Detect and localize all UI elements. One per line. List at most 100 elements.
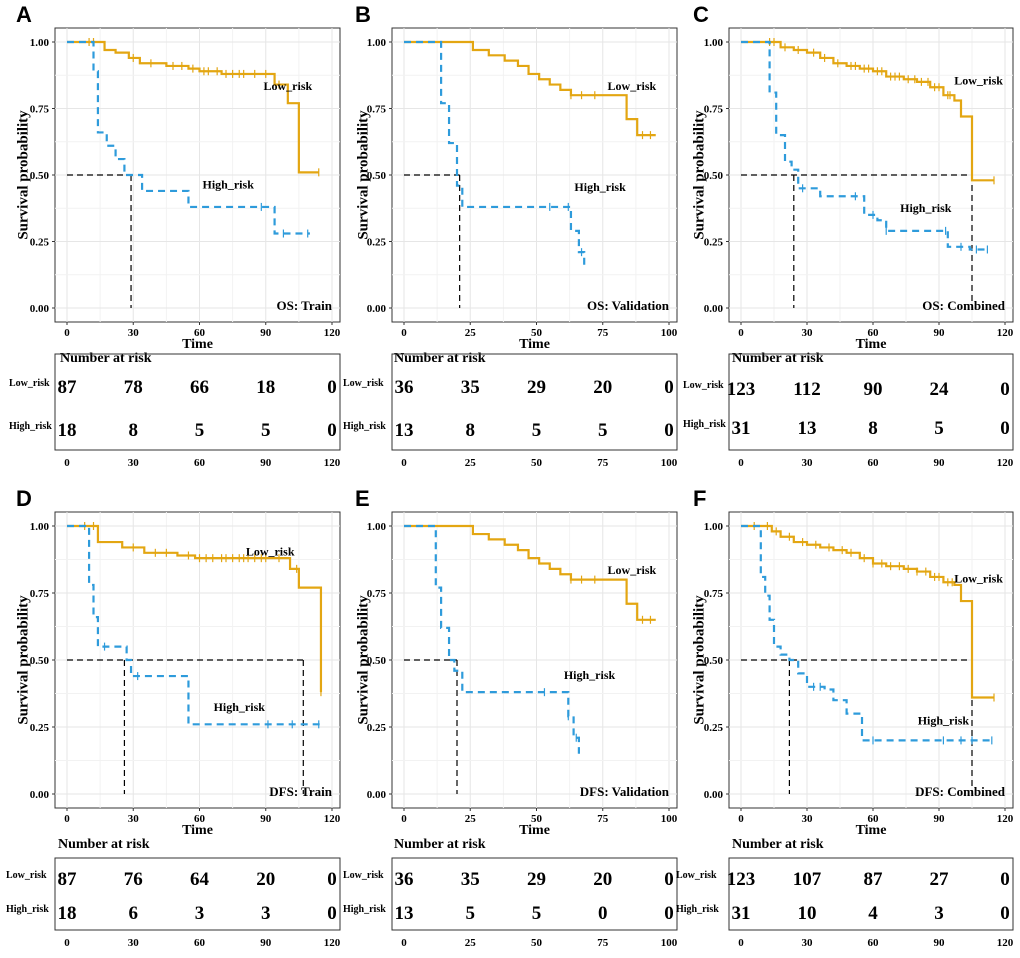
risk-count: 0 <box>598 903 608 924</box>
risk-count: 5 <box>934 418 944 439</box>
series-high-risk: High_risk <box>404 40 626 269</box>
risk-table-tick: 120 <box>324 937 341 949</box>
y-axis-title: Survival probability <box>356 110 372 240</box>
y-tick-label: 0.50 <box>704 170 724 182</box>
risk-table-tick: 0 <box>738 457 744 469</box>
y-tick-label: 0.00 <box>704 303 724 315</box>
panel-c: C 0 30 60 90 120 0.00 0.25 0.50 0.75 1.00 Time Survi… <box>683 2 1014 469</box>
y-tick-label: 1.00 <box>704 521 724 533</box>
curve-label: Low_risk <box>954 74 1003 88</box>
risk-row-label: High_risk <box>683 419 726 430</box>
curve-label: High_risk <box>214 700 266 714</box>
y-tick-label: 0.75 <box>704 588 724 600</box>
risk-count: 0 <box>1000 379 1010 400</box>
x-tick-label: 90 <box>260 327 272 339</box>
series-high-risk: High_risk <box>741 40 989 254</box>
risk-count: 64 <box>190 869 210 890</box>
risk-table-title: Number at risk <box>394 351 486 366</box>
panel-e: E0 25 50 75 1000.000.250.500.751.00TimeSurvi… <box>343 486 678 949</box>
risk-row-label: High_risk <box>343 421 386 432</box>
risk-table-tick: 120 <box>997 457 1014 469</box>
x-axis-title: Time <box>182 337 213 352</box>
curve-label: High_risk <box>900 201 952 215</box>
risk-row-label: High_risk <box>9 421 52 432</box>
x-tick-label: 0 <box>738 813 744 825</box>
y-tick-label: 0.75 <box>30 104 50 116</box>
survival-curve <box>404 40 586 269</box>
y-tick-label: 0.00 <box>704 789 724 801</box>
risk-table-title: Number at risk <box>60 351 152 366</box>
curve-label: Low_risk <box>608 563 657 577</box>
risk-count: 36 <box>395 377 414 398</box>
y-tick-label: 0.25 <box>367 722 387 734</box>
risk-table-frame <box>54 353 341 451</box>
risk-count: 13 <box>395 903 414 924</box>
risk-count: 4 <box>868 903 878 924</box>
survival-curve <box>404 524 656 621</box>
risk-table-tick: 50 <box>531 937 543 949</box>
risk-table-tick: 0 <box>738 937 744 949</box>
y-tick-label: 0.25 <box>30 722 50 734</box>
risk-count: 0 <box>664 377 674 398</box>
y-tick-label: 0.75 <box>704 104 724 116</box>
risk-table-tick: 30 <box>802 457 814 469</box>
risk-count: 0 <box>664 869 674 890</box>
survival-curve <box>741 40 994 182</box>
curve-label: Low_risk <box>246 544 295 558</box>
risk-row-label: High_risk <box>343 904 386 915</box>
x-tick-label: 75 <box>597 813 609 825</box>
x-tick-label: 90 <box>934 327 946 339</box>
risk-table-frame <box>728 353 1014 451</box>
panel-annotation: DFS: Combined <box>915 784 1006 799</box>
risk-count: 5 <box>532 903 542 924</box>
x-axis-title: Time <box>856 823 887 838</box>
risk-count: 123 <box>727 869 756 890</box>
panel-annotation: DFS: Validation <box>580 784 670 799</box>
x-tick-label: 120 <box>997 327 1014 339</box>
x-tick-label: 120 <box>324 813 341 825</box>
y-axis-title: Survival probability <box>692 110 708 240</box>
risk-count: 18 <box>256 377 275 398</box>
panel-b: B0 25 50 75 1000.000.250.500.751.00TimeSurvi… <box>343 2 678 469</box>
risk-table-tick: 90 <box>260 457 272 469</box>
y-tick-label: 0.75 <box>30 588 50 600</box>
curve-label: High_risk <box>574 180 626 194</box>
risk-count: 0 <box>664 420 674 441</box>
y-tick-label: 1.00 <box>704 37 724 49</box>
survival-curve <box>741 524 994 699</box>
panel-d: D0 30 60 90 1200.000.250.500.751.00TimeSurvi… <box>6 486 341 949</box>
risk-row-label: Low_risk <box>6 870 47 881</box>
panel-letter: B <box>355 2 371 27</box>
y-tick-label: 0.50 <box>704 655 724 667</box>
risk-row-label: Low_risk <box>343 870 384 881</box>
risk-count: 31 <box>732 903 751 924</box>
x-tick-label: 60 <box>868 813 880 825</box>
risk-table-tick: 90 <box>934 457 946 469</box>
risk-count: 107 <box>793 869 822 890</box>
y-tick-label: 0.00 <box>30 303 50 315</box>
risk-count: 35 <box>461 377 480 398</box>
risk-table-tick: 30 <box>802 937 814 949</box>
risk-table-tick: 90 <box>260 937 272 949</box>
risk-table-tick: 60 <box>194 457 206 469</box>
x-tick-label: 60 <box>868 327 880 339</box>
risk-table-tick: 75 <box>597 457 609 469</box>
panel-f: F0 30 60 90 1200.000.250.500.751.00TimeSurvi… <box>676 486 1014 949</box>
x-tick-label: 30 <box>802 813 814 825</box>
curve-label: High_risk <box>918 713 970 727</box>
risk-row-label: Low_risk <box>676 870 717 881</box>
risk-count: 20 <box>593 869 612 890</box>
risk-count: 20 <box>593 377 612 398</box>
risk-table-tick: 0 <box>401 937 407 949</box>
risk-count: 18 <box>58 420 77 441</box>
risk-row-label: Low_risk <box>343 378 384 389</box>
risk-count: 13 <box>798 418 817 439</box>
risk-count: 13 <box>395 420 414 441</box>
risk-count: 24 <box>930 379 950 400</box>
risk-table-tick: 100 <box>661 937 678 949</box>
x-tick-label: 50 <box>531 327 543 339</box>
y-tick-label: 0.00 <box>367 789 387 801</box>
x-tick-label: 90 <box>260 813 272 825</box>
x-tick-label: 100 <box>661 813 678 825</box>
risk-table-tick: 60 <box>868 457 880 469</box>
